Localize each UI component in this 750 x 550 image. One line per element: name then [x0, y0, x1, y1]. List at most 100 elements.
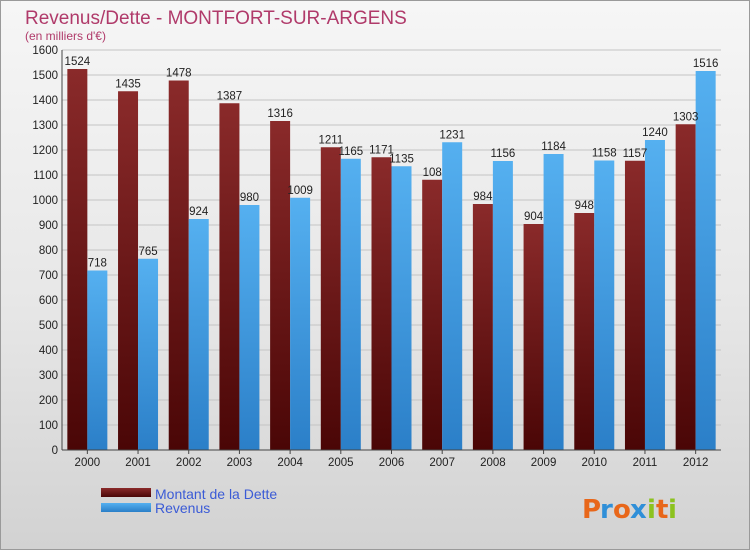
y-tick-label: 600 [39, 295, 58, 307]
x-tick-label: 2010 [581, 457, 607, 469]
data-label: 1158 [592, 148, 617, 160]
bar-dette [574, 213, 595, 450]
x-tick-label: 2005 [328, 457, 354, 469]
axes [61, 50, 721, 451]
data-label: 1524 [65, 56, 91, 68]
bar-revenus [239, 205, 260, 450]
bar-dette [320, 147, 341, 450]
x-tick-label: 2008 [480, 457, 506, 469]
y-tick-label: 700 [39, 270, 58, 282]
y-tick-label: 1300 [32, 120, 58, 132]
data-label: 108 [423, 167, 442, 179]
y-tick-label: 100 [39, 420, 58, 432]
bar-dette [371, 157, 392, 450]
y-tick-label: 800 [39, 245, 58, 257]
data-label: 1303 [673, 111, 699, 123]
proxiti-logo: Pr o x i t i [582, 495, 677, 525]
legend-label-debt: Montant de la Dette [155, 486, 277, 502]
bar-dette [675, 124, 696, 450]
y-tick-label: 500 [39, 320, 58, 332]
y-tick-label: 1100 [33, 170, 58, 182]
y-tick-label: 300 [39, 370, 58, 382]
bar-dette [624, 160, 645, 450]
data-label: 1171 [369, 144, 394, 156]
data-label: 984 [473, 191, 493, 203]
y-tick-label: 200 [39, 395, 58, 407]
bar-dette [168, 80, 189, 450]
data-label: 718 [88, 258, 107, 270]
legend-swatch-revenus [101, 503, 151, 512]
y-tick-label: 0 [52, 445, 58, 457]
bar-revenus [138, 258, 159, 450]
data-label: 1156 [491, 148, 516, 160]
logo-letter: o [613, 495, 631, 525]
y-axis-ticks: 0 100 200 300 400 500 600 700 800 900 1000 1100 1200… [32, 45, 58, 457]
data-label: 948 [575, 200, 594, 212]
x-tick-label: 2011 [633, 457, 658, 469]
logo-letter: i [668, 495, 677, 525]
y-tick-label: 1600 [32, 45, 58, 57]
legend-swatch-debt [101, 488, 151, 497]
data-label: 1211 [318, 134, 343, 146]
x-tick-label: 2002 [176, 457, 202, 469]
y-tick-label: 1000 [32, 195, 58, 207]
bars [67, 69, 716, 450]
data-label: 1157 [623, 148, 648, 160]
bar-dette [219, 103, 240, 450]
data-label: 924 [189, 206, 209, 218]
x-tick-label: 2006 [379, 457, 405, 469]
x-tick-label: 2003 [227, 457, 253, 469]
x-tick-label: 2009 [531, 457, 557, 469]
y-tick-label: 1400 [32, 95, 58, 107]
y-tick-label: 1500 [32, 70, 58, 82]
bar-revenus [391, 166, 412, 450]
bar-dette [523, 224, 544, 450]
bar-revenus [290, 197, 311, 450]
bar-revenus [543, 154, 564, 450]
data-label: 1478 [166, 68, 192, 80]
data-label: 1231 [439, 129, 465, 141]
bar-dette [118, 91, 139, 450]
chart-title: Revenus/Dette - MONTFORT-SUR-ARGENS [25, 8, 407, 29]
chart-subtitle: (en milliers d'€) [25, 29, 106, 43]
y-tick-label: 900 [39, 220, 58, 232]
data-label: 1516 [693, 58, 719, 70]
bar-revenus [442, 142, 463, 450]
x-tick-label: 2000 [75, 457, 101, 469]
data-label: 1316 [267, 108, 293, 120]
logo-letter: P [582, 495, 601, 525]
data-label: 1135 [389, 153, 414, 165]
bar-revenus [594, 160, 615, 450]
bar-revenus [340, 158, 361, 450]
x-tick-label: 2012 [683, 457, 709, 469]
data-label: 1435 [115, 78, 141, 90]
data-label: 980 [240, 192, 259, 204]
data-label: 1165 [338, 146, 363, 158]
data-label: 1240 [642, 127, 668, 139]
bar-dette [422, 179, 443, 450]
bar-revenus [695, 71, 716, 450]
logo-letter: r [600, 495, 613, 525]
x-axis-ticks: 2000 2001 2002 2003 2004 2005 2006 2007 2008 2009… [75, 450, 709, 469]
bar-revenus [188, 219, 209, 450]
logo-letter: x [630, 495, 647, 525]
data-label: 1009 [287, 185, 313, 197]
x-tick-label: 2007 [429, 457, 455, 469]
data-label: 1387 [217, 90, 243, 102]
bar-dette [67, 69, 88, 450]
bar-revenus [87, 270, 108, 450]
data-label: 1184 [541, 141, 566, 153]
bar-dette [472, 204, 493, 450]
data-label: 765 [138, 246, 157, 258]
legend: Montant de la Dette Revenus [101, 486, 277, 516]
bar-dette [270, 121, 291, 450]
x-tick-label: 2001 [125, 457, 151, 469]
data-labels: 1524 718 1435 765 1478 924 1387 980 1316 1009 1211… [65, 56, 719, 270]
logo-letter: i [647, 495, 656, 525]
x-tick-label: 2004 [277, 457, 303, 469]
bar-revenus [492, 161, 513, 450]
data-label: 904 [524, 211, 544, 223]
bar-revenus [644, 140, 665, 450]
y-tick-label: 1200 [32, 145, 58, 157]
